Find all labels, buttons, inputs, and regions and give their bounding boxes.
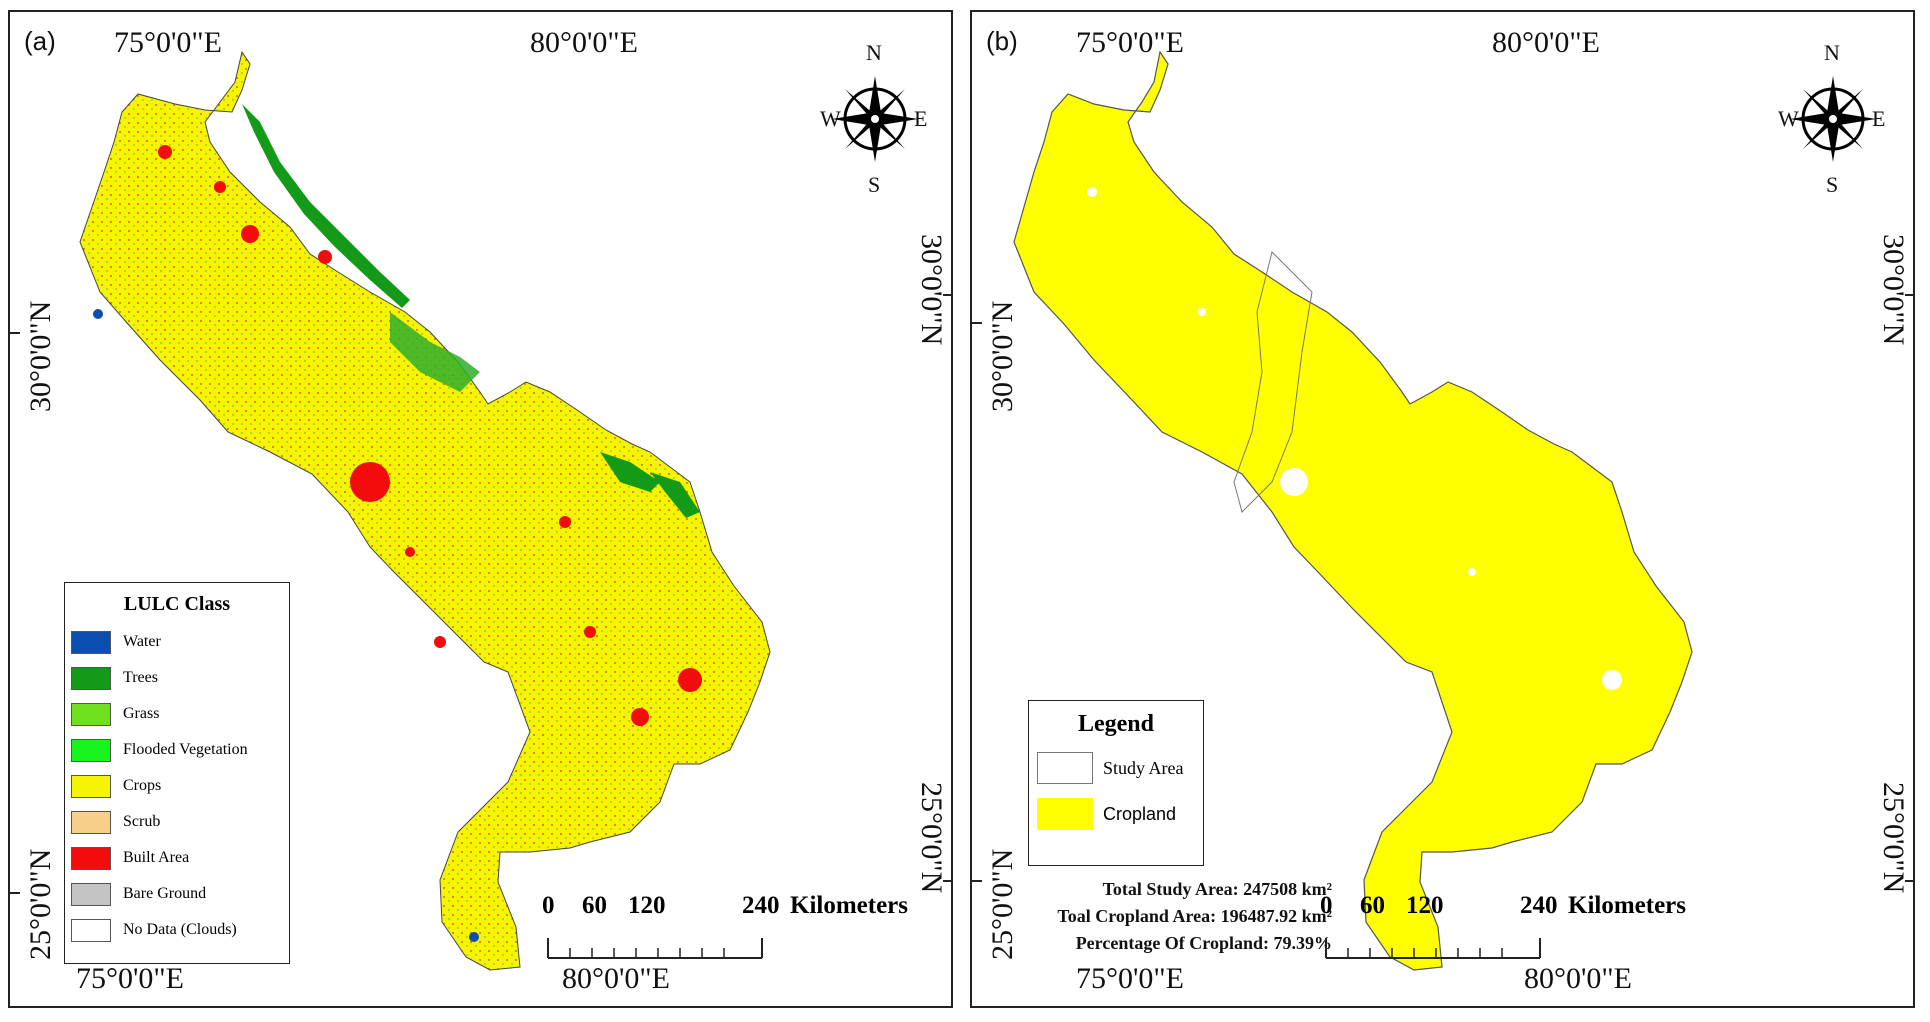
scale-bar-graphic	[1325, 938, 1541, 959]
lat-tick	[943, 294, 951, 296]
right-lat-label: 25°0'0"N	[1877, 782, 1910, 894]
legend-item: Trees	[65, 660, 289, 696]
bottom-lon-label: 80°0'0"E	[1524, 962, 1632, 995]
right-lat-label: 30°0'0"N	[915, 234, 948, 346]
compass-e: E	[914, 106, 928, 131]
legend-item-cropland: Cropland	[1037, 798, 1203, 830]
bottom-lon-label: 80°0'0"E	[562, 962, 670, 995]
legend-title: LULC Class	[123, 593, 231, 615]
legend-swatch	[71, 810, 111, 834]
compass-s: S	[1826, 172, 1839, 197]
legend-swatch	[71, 738, 111, 762]
legend-item: No Data (Clouds)	[65, 912, 289, 948]
panel-label: (b)	[986, 26, 1018, 56]
legend-swatch	[71, 918, 111, 942]
compass-w: W	[1778, 106, 1799, 131]
legend-label: Crops	[123, 777, 162, 794]
panel-label: (a)	[24, 26, 56, 56]
legend-swatch	[71, 882, 111, 906]
scale-tick-label: 120	[1406, 892, 1444, 919]
legend-label: Trees	[123, 669, 158, 686]
legend-item-study-area: Study Area	[1037, 752, 1203, 784]
legend-title: Legend	[1077, 711, 1154, 737]
compass-rose-icon	[1790, 76, 1876, 162]
right-lat-label: 25°0'0"N	[915, 782, 948, 894]
legend-swatch	[1037, 752, 1093, 784]
legend-label: Study Area	[1103, 757, 1184, 778]
scale-unit: Kilometers	[1568, 892, 1687, 919]
stat-total-study-area: Total Study Area: 247508 km²	[1102, 879, 1332, 899]
scale-tick-label: 240	[1520, 892, 1558, 919]
legend-label: Cropland	[1103, 803, 1177, 824]
scale-tick-label: 60	[1360, 892, 1385, 919]
lat-tick	[1905, 294, 1913, 296]
bottom-lon-label: 75°0'0"E	[76, 962, 184, 995]
compass-n: N	[866, 40, 882, 65]
stat-total-cropland-area: Toal Cropland Area: 196487.92 km²	[1057, 906, 1332, 926]
legend-label: Bare Ground	[123, 885, 207, 902]
compass-s: S	[868, 172, 881, 197]
scale-tick-label: 120	[628, 892, 666, 919]
lat-tick	[943, 880, 951, 882]
left-lat-label: 25°0'0"N	[24, 848, 57, 960]
legend-label: Water	[123, 633, 161, 650]
lat-tick	[10, 892, 20, 894]
scale-tick-label: 0	[542, 892, 555, 919]
legend-item: Scrub	[65, 804, 289, 840]
legend-item: Bare Ground	[65, 876, 289, 912]
lat-tick	[1905, 880, 1913, 882]
legend-label: Scrub	[123, 813, 161, 830]
top-lon-label: 80°0'0"E	[530, 26, 638, 59]
legend-swatch	[71, 702, 111, 726]
stat-percentage-cropland: Percentage Of Cropland: 79.39%	[1075, 933, 1332, 953]
legend-item: Built Area	[65, 840, 289, 876]
scale-tick-label: 0	[1320, 892, 1333, 919]
area-statistics: Total Study Area: 247508 km² Toal Cropla…	[1042, 876, 1332, 957]
top-lon-label: 75°0'0"E	[114, 26, 222, 59]
legend-swatch	[71, 666, 111, 690]
bottom-lon-label: 75°0'0"E	[1076, 962, 1184, 995]
legend-item: Crops	[65, 768, 289, 804]
legend-swatch	[71, 630, 111, 654]
left-lat-label: 30°0'0"N	[986, 300, 1019, 412]
legend-label: No Data (Clouds)	[123, 921, 237, 938]
scale-unit: Kilometers	[790, 892, 909, 919]
legend-label: Grass	[123, 705, 160, 722]
lat-tick	[972, 880, 982, 882]
legend-swatch	[71, 846, 111, 870]
scale-bar: 0 60 120 240 Kilometers	[1308, 892, 1708, 972]
compass-e: E	[1872, 106, 1886, 131]
compass-w: W	[820, 106, 841, 131]
top-lon-label: 80°0'0"E	[1492, 26, 1600, 59]
legend-item: Flooded Vegetation	[65, 732, 289, 768]
lat-tick	[10, 332, 20, 334]
legend-label: Built Area	[123, 849, 190, 866]
north-arrow: N W E S	[1778, 40, 1888, 197]
study-area-polygon	[1013, 50, 1693, 971]
cropland-map-area	[1013, 50, 1693, 971]
scale-bar-graphic	[547, 938, 763, 959]
lulc-map-area	[79, 50, 771, 971]
legend-label: Flooded Vegetation	[123, 741, 248, 758]
lat-tick	[972, 322, 982, 324]
compass-rose-icon	[832, 76, 918, 162]
right-lat-label: 30°0'0"N	[1877, 234, 1910, 346]
cropland-legend: Legend Study Area Cropland	[1028, 700, 1204, 866]
legend-swatch	[1037, 798, 1093, 830]
legend-swatch	[71, 774, 111, 798]
top-lon-label: 75°0'0"E	[1076, 26, 1184, 59]
legend-item: Grass	[65, 696, 289, 732]
lulc-legend: LULC Class Water Trees Grass Flooded Vegeta…	[64, 582, 290, 964]
north-arrow: N W E S	[820, 40, 930, 197]
scale-bar: 0 60 120 240 Kilometers	[530, 892, 910, 972]
compass-n: N	[1824, 40, 1840, 65]
left-lat-label: 25°0'0"N	[986, 848, 1019, 960]
legend-item: Water	[65, 624, 289, 660]
scale-tick-label: 240	[742, 892, 780, 919]
panel-b-cropland-map: (b) 75°0'0"E 80°0'0"E 75°0'0"E 80°0'0"E …	[970, 10, 1915, 1008]
scale-tick-label: 60	[582, 892, 607, 919]
left-lat-label: 30°0'0"N	[24, 300, 57, 412]
panel-a-lulc-map: (a) 75°0'0"E 80°0'0"E 75°0'0"E 80°0'0"E …	[8, 10, 953, 1008]
